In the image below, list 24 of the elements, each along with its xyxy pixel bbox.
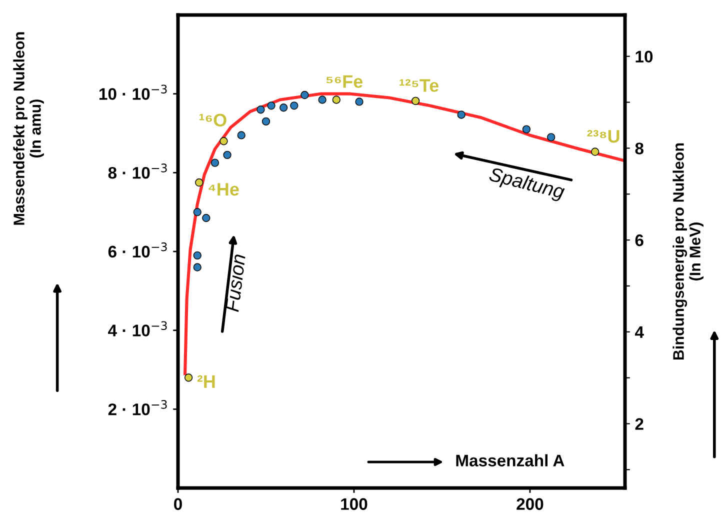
annotation: ²H (197, 375, 215, 388)
annotation: Fusion (224, 254, 246, 312)
x-axis-title: Massenzahl A (456, 454, 564, 466)
x-tick-label: 100 (341, 498, 368, 510)
annotation: ⁵⁶Fe (326, 75, 363, 88)
y2-tick-label: 4 (634, 326, 644, 338)
y2-tick-label: 2 (635, 418, 644, 430)
y-tick-label: 10 · 10$^{−3}$ (99, 84, 167, 100)
y-tick-label: 2 · 10$^{−3}$ (108, 400, 167, 416)
y2-axis-title: Bindungsenergie pro Nukleon (In MeV) (672, 143, 704, 360)
annotation: ²³⁸U (587, 130, 620, 143)
y2-tick-label: 8 (635, 142, 644, 154)
y2-tick-label: 6 (635, 234, 644, 246)
y2-tick-label: 10 (636, 50, 653, 63)
x-tick-label: 200 (516, 498, 544, 510)
y-tick-label: 8 · 10$^{−3}$ (108, 164, 167, 179)
y-tick-label: 4 · 10$^{−3}$ (108, 321, 167, 336)
y-axis-title: Massendefekt pro Nukleon (In amu) (13, 32, 44, 225)
annotation: Spaltung (488, 166, 566, 203)
annotation: ¹²⁵Te (400, 79, 439, 92)
x-tick-label: 0 (174, 498, 182, 510)
annotation: ⁴He (208, 183, 239, 196)
annotation: ¹⁶O (199, 114, 226, 127)
y-tick-label: 6 · 10$^{−3}$ (108, 242, 167, 258)
